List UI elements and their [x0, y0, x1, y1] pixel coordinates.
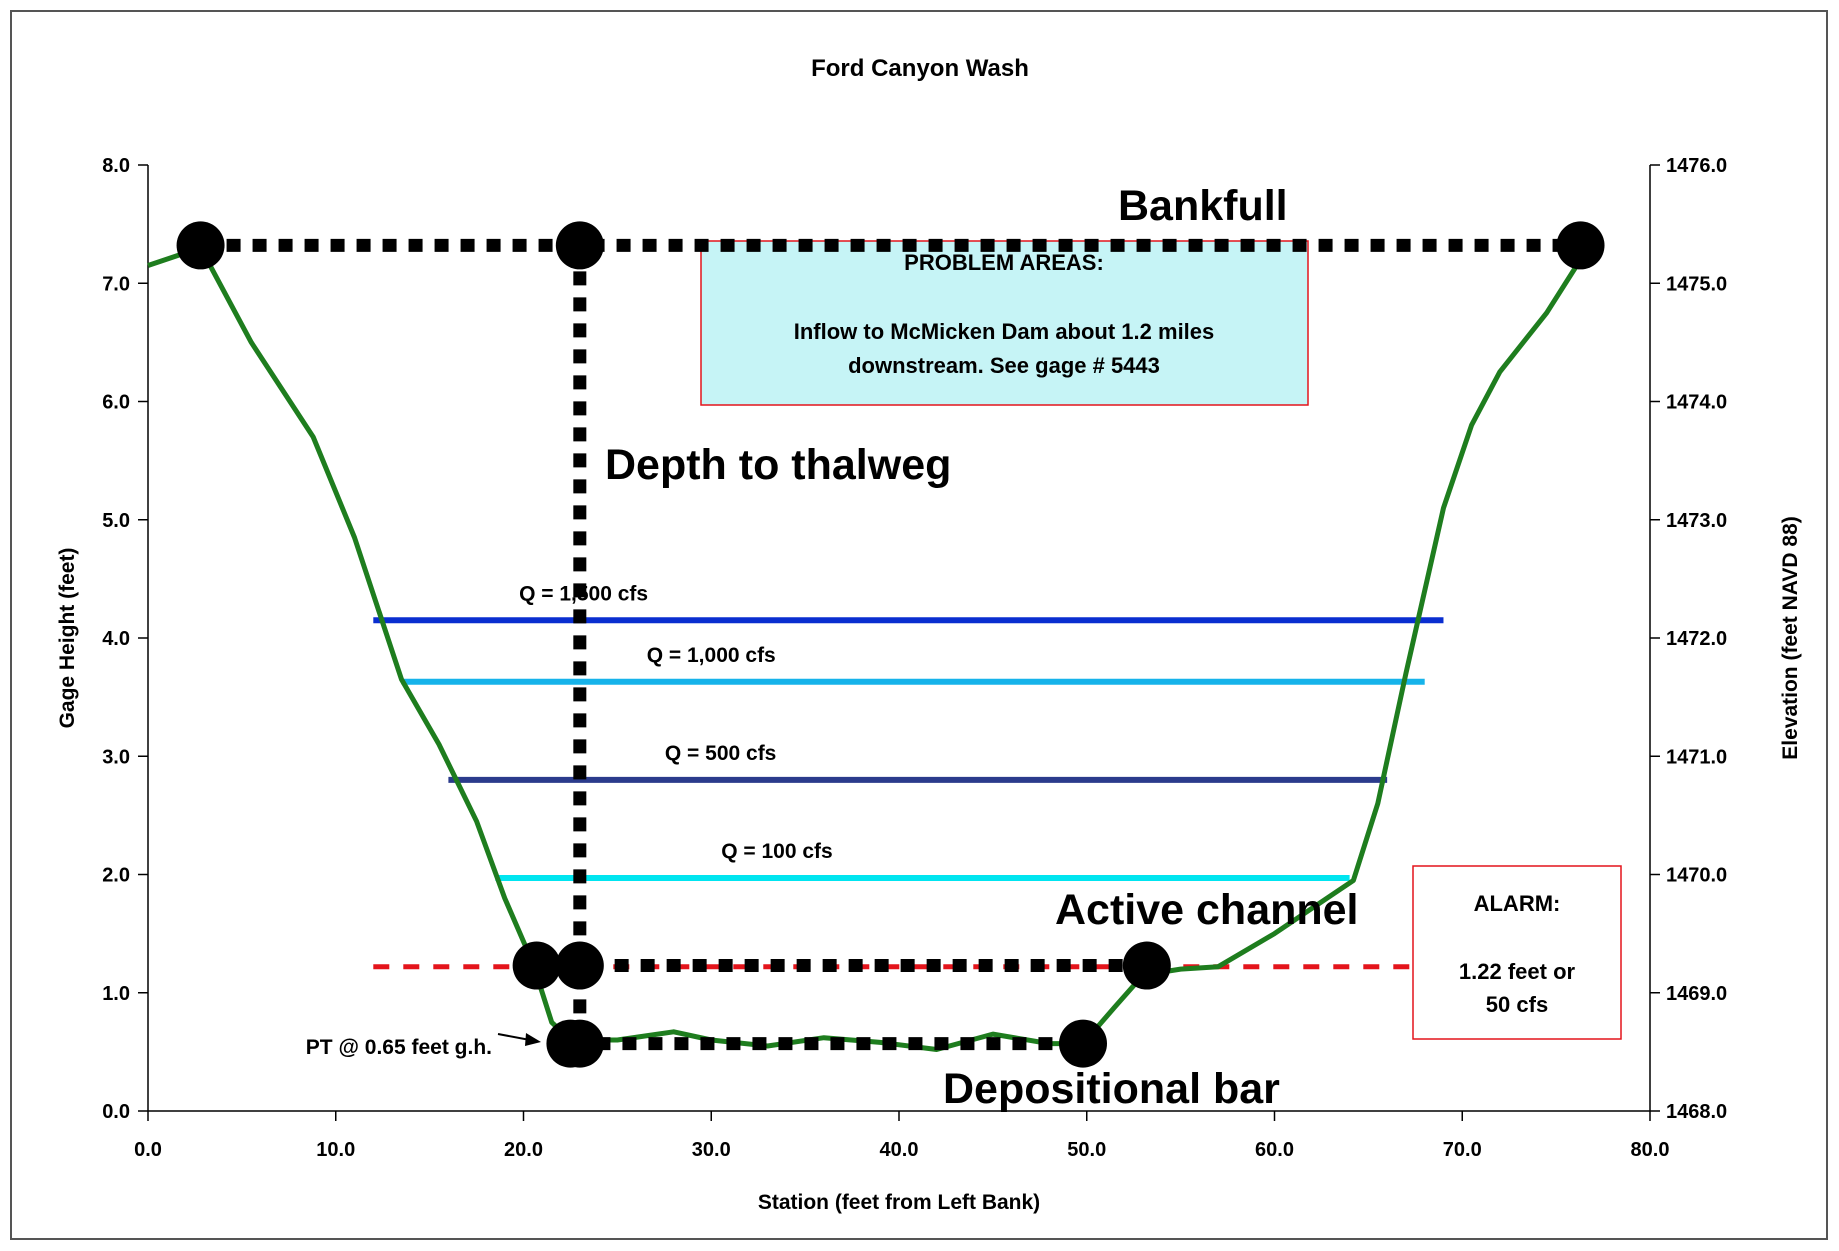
problem-areas-title: PROBLEM AREAS: — [904, 250, 1104, 275]
y2-tick-label: 1468.0 — [1666, 1101, 1727, 1123]
depositional-bar-point — [555, 1019, 604, 1068]
y2-tick-label: 1475.0 — [1666, 273, 1727, 295]
alarm-box-line-2: 50 cfs — [1486, 992, 1548, 1017]
alarm-box-line-1: 1.22 feet or — [1459, 959, 1576, 984]
x-tick-label: 30.0 — [692, 1139, 731, 1161]
x-tick-label: 70.0 — [1443, 1139, 1482, 1161]
x-tick-label: 20.0 — [504, 1139, 543, 1161]
alarm-box-rect — [1412, 865, 1622, 1040]
x-tick-label: 60.0 — [1255, 1139, 1294, 1161]
bankfull-point — [176, 221, 225, 270]
active-channel-point — [555, 941, 604, 990]
problem-areas-box: PROBLEM AREAS: Inflow to McMicken Dam ab… — [700, 240, 1309, 406]
active-channel-point — [1122, 941, 1171, 990]
bankfull-point — [1556, 221, 1605, 270]
y-tick-label: 7.0 — [102, 273, 130, 295]
y2-tick-label: 1474.0 — [1666, 392, 1727, 414]
y-tick-label: 1.0 — [102, 983, 130, 1005]
x-tick-label: 80.0 — [1631, 1139, 1670, 1161]
bankfull-point — [555, 221, 604, 270]
chart-title: Ford Canyon Wash — [811, 55, 1029, 82]
alarm-box-title: ALARM: — [1474, 891, 1561, 916]
cross-section-group — [147, 245, 1583, 1052]
pt-annotation-arrowhead — [525, 1033, 541, 1046]
plot-axes: 0.0 1.0 2.0 3.0 4.0 5.0 6.0 7.0 8.0 1468.0 1469.0 1… — [56, 155, 1802, 1214]
y2-tick-label: 1476.0 — [1666, 155, 1727, 177]
cross-section-line — [147, 245, 1583, 1052]
x-axis-label: Station (feet from Left Bank) — [758, 1191, 1040, 1214]
y2-tick-label: 1470.0 — [1666, 865, 1727, 887]
y-tick-label: 8.0 — [102, 155, 130, 177]
pt-annotation-label: PT @ 0.65 feet g.h. — [306, 1036, 492, 1059]
y-axis-label: Gage Height (feet) — [56, 548, 79, 729]
y2-tick-label: 1473.0 — [1666, 510, 1727, 532]
active-channel-point — [512, 941, 561, 990]
y-tick-label: 6.0 — [102, 392, 130, 414]
problem-areas-box-rect — [700, 240, 1309, 406]
y-tick-label: 0.0 — [102, 1101, 130, 1123]
y2-tick-label: 1469.0 — [1666, 983, 1727, 1005]
y2-tick-label: 1471.0 — [1666, 746, 1727, 768]
y-tick-label: 5.0 — [102, 510, 130, 532]
measurement-lines — [200, 238, 1581, 1051]
problem-areas-line-1: Inflow to McMicken Dam about 1.2 miles — [794, 319, 1215, 344]
alarm-box: ALARM: 1.22 feet or 50 cfs — [1412, 865, 1622, 1040]
discharge-label: Q = 500 cfs — [665, 742, 777, 765]
y-tick-label: 2.0 — [102, 865, 130, 887]
x-tick-label: 0.0 — [134, 1139, 162, 1161]
y-tick-label: 3.0 — [102, 746, 130, 768]
x-tick-label: 50.0 — [1067, 1139, 1106, 1161]
measurement-points — [176, 221, 1605, 1068]
depth-to-thalweg-label: Depth to thalweg — [605, 441, 951, 489]
y-tick-label: 4.0 — [102, 628, 130, 650]
active-channel-label: Active channel — [1055, 886, 1359, 934]
depositional-bar-label: Depositional bar — [943, 1065, 1280, 1113]
pt-annotation-arrow — [497, 1033, 531, 1041]
depositional-bar-point — [1058, 1019, 1107, 1068]
y2-tick-label: 1472.0 — [1666, 628, 1727, 650]
discharge-label: Q = 1,000 cfs — [647, 644, 776, 667]
x-tick-label: 40.0 — [880, 1139, 919, 1161]
discharge-label: Q = 100 cfs — [721, 840, 833, 863]
y2-axis-label: Elevation (feet NAVD 88) — [1779, 516, 1802, 760]
pt-annotation: PT @ 0.65 feet g.h. — [306, 1033, 541, 1059]
bankfull-label: Bankfull — [1118, 182, 1288, 230]
problem-areas-line-2: downstream. See gage # 5443 — [848, 353, 1160, 378]
x-tick-label: 10.0 — [316, 1139, 355, 1161]
